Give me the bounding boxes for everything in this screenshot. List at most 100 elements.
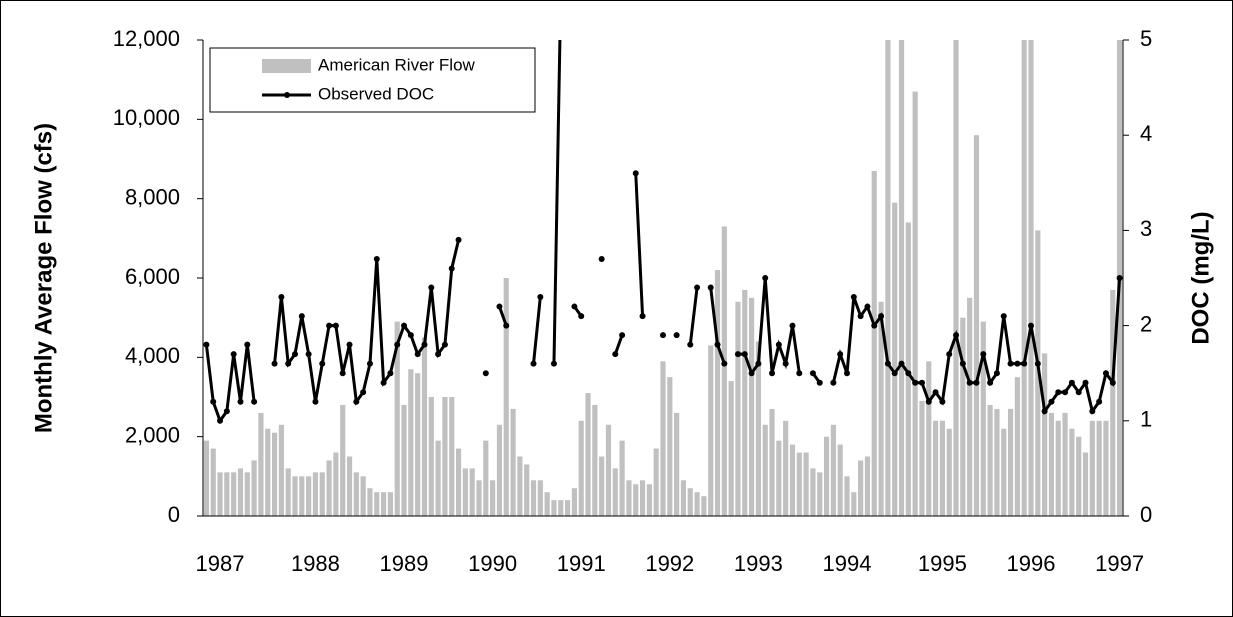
y2-tick-label: 1 <box>1140 407 1152 432</box>
y-tick-label: 12,000 <box>113 26 180 51</box>
bar <box>1103 420 1109 516</box>
bar <box>653 448 659 516</box>
x-tick-label: 1996 <box>1007 551 1056 576</box>
line-marker <box>857 313 864 320</box>
line-marker <box>966 379 973 386</box>
y2-tick-label: 2 <box>1140 311 1152 336</box>
bar <box>639 480 646 516</box>
line-marker <box>1068 379 1075 386</box>
bar <box>503 278 509 516</box>
bar <box>980 321 986 516</box>
line-marker <box>407 332 414 339</box>
y-tick-label: 2,000 <box>125 422 180 447</box>
line-marker <box>1007 360 1014 367</box>
line-marker <box>782 360 789 367</box>
line-marker <box>905 370 912 377</box>
bar <box>912 91 918 516</box>
bar <box>1069 428 1075 516</box>
bar <box>251 460 257 516</box>
line-marker <box>762 275 769 281</box>
bar <box>605 424 612 516</box>
line-marker <box>925 398 932 405</box>
bar <box>1055 420 1061 516</box>
bar <box>1001 428 1007 516</box>
line-marker <box>223 408 230 415</box>
bar <box>346 456 353 516</box>
line-marker <box>612 351 619 358</box>
bar <box>762 424 768 516</box>
bar <box>1028 40 1034 516</box>
line-marker <box>1000 313 1007 320</box>
line-marker <box>530 360 537 367</box>
bar <box>469 468 475 516</box>
line-marker <box>980 351 987 358</box>
line-marker <box>769 370 776 377</box>
y-tick-label: 6,000 <box>125 264 180 289</box>
bar <box>946 428 952 516</box>
bar <box>694 492 700 516</box>
bar <box>585 393 591 516</box>
bar <box>837 444 843 516</box>
bar <box>312 472 319 516</box>
y2-axis-title: DOC (mg/L) <box>1187 211 1214 344</box>
bar <box>776 440 782 516</box>
line-marker <box>694 284 701 291</box>
bar <box>769 408 775 516</box>
bar <box>449 397 455 516</box>
bar <box>306 476 312 516</box>
bar <box>1110 289 1116 516</box>
x-tick-label: 1991 <box>557 551 606 576</box>
legend: American River Flow Observed DOC <box>209 47 536 113</box>
line-marker <box>953 332 960 339</box>
line-marker <box>959 360 966 367</box>
bar <box>1096 420 1102 516</box>
bar <box>353 472 359 516</box>
bar <box>271 432 278 516</box>
bar <box>244 472 250 516</box>
y-tick-label: 10,000 <box>113 105 180 130</box>
bar <box>237 468 244 516</box>
bar <box>973 135 980 516</box>
bar <box>490 480 496 516</box>
line-marker <box>203 341 210 348</box>
bar <box>646 484 652 516</box>
bar <box>714 270 721 516</box>
x-tick-label: 1992 <box>645 551 694 576</box>
bar <box>967 297 973 516</box>
bar <box>428 397 434 516</box>
line-marker <box>946 351 953 358</box>
line-marker <box>1116 275 1123 281</box>
bar <box>830 424 836 516</box>
legend-label: American River Flow <box>318 55 476 74</box>
line-marker <box>387 370 394 377</box>
line-marker <box>1034 360 1041 367</box>
line-marker <box>428 284 435 291</box>
bar <box>960 317 966 516</box>
line-marker <box>707 284 714 291</box>
line-marker <box>366 360 373 367</box>
line-marker <box>741 351 748 358</box>
legend-marker <box>284 92 290 98</box>
line-marker <box>898 360 905 367</box>
line-marker <box>571 303 578 310</box>
bar <box>483 440 489 516</box>
line-marker <box>380 379 387 386</box>
line-marker <box>721 360 728 367</box>
x-tick-label: 1997 <box>1095 551 1144 576</box>
x-tick-label: 1993 <box>734 551 783 576</box>
line-marker <box>251 398 258 405</box>
bar <box>537 480 543 516</box>
line-marker <box>455 236 462 243</box>
y-axis-title: Monthly Average Flow (cfs) <box>30 123 57 433</box>
line-marker <box>1075 389 1082 396</box>
bar <box>1089 420 1095 516</box>
bar <box>1062 412 1068 516</box>
bar <box>285 468 291 516</box>
line-marker <box>441 341 448 348</box>
bar <box>905 222 911 516</box>
line-marker <box>748 370 755 377</box>
bar <box>953 40 959 516</box>
line-marker <box>1055 389 1062 396</box>
bar <box>789 444 796 516</box>
line-marker <box>305 351 312 358</box>
